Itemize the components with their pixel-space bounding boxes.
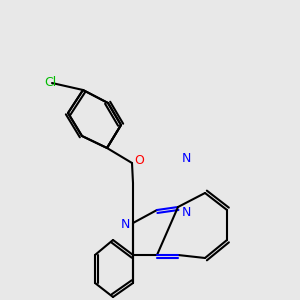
Text: N: N [181,206,191,218]
Text: Cl: Cl [44,76,56,89]
Text: N: N [120,218,130,230]
Text: O: O [134,154,144,167]
Text: N: N [181,152,191,164]
